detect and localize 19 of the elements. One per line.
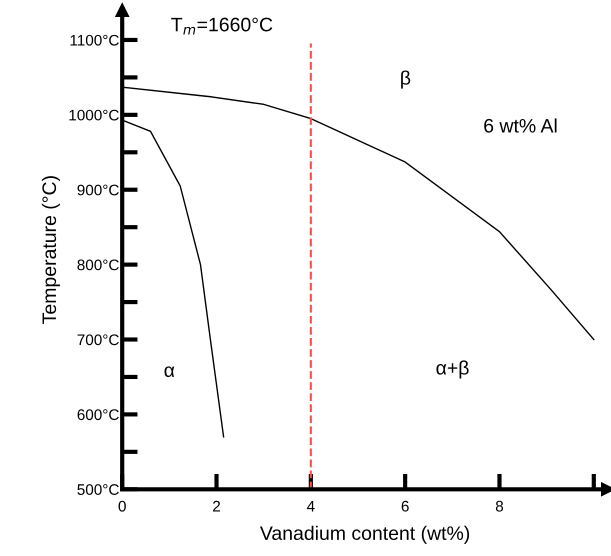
annotation: T$_{m}$=1660°C (171, 18, 272, 34)
y-axis-title: Temperature (°C) (42, 176, 60, 324)
annotation: α (164, 366, 174, 378)
x-axis-title: Vanadium content (wt%) (260, 526, 470, 544)
x-tick-label: 8 (496, 500, 504, 512)
annotation: α+β (436, 360, 469, 379)
x-tick-label: 0 (118, 500, 126, 512)
y-tick-label: 1000°C (69, 110, 119, 121)
annotation: β (401, 70, 410, 89)
y-tick-label: 800°C (77, 259, 119, 270)
y-tick-label: 700°C (78, 334, 119, 346)
x-tick-label: 2 (213, 500, 220, 512)
annotation: 6 wt% Al (484, 118, 556, 133)
x-tick-label: 6 (402, 500, 409, 512)
y-tick-label: 900°C (78, 184, 119, 196)
x-tick-label: 4 (306, 500, 315, 512)
y-tick-label: 500°C (77, 484, 119, 495)
y-tick-label: 1100°C (70, 34, 119, 46)
y-tick-label: 600°C (78, 409, 119, 420)
